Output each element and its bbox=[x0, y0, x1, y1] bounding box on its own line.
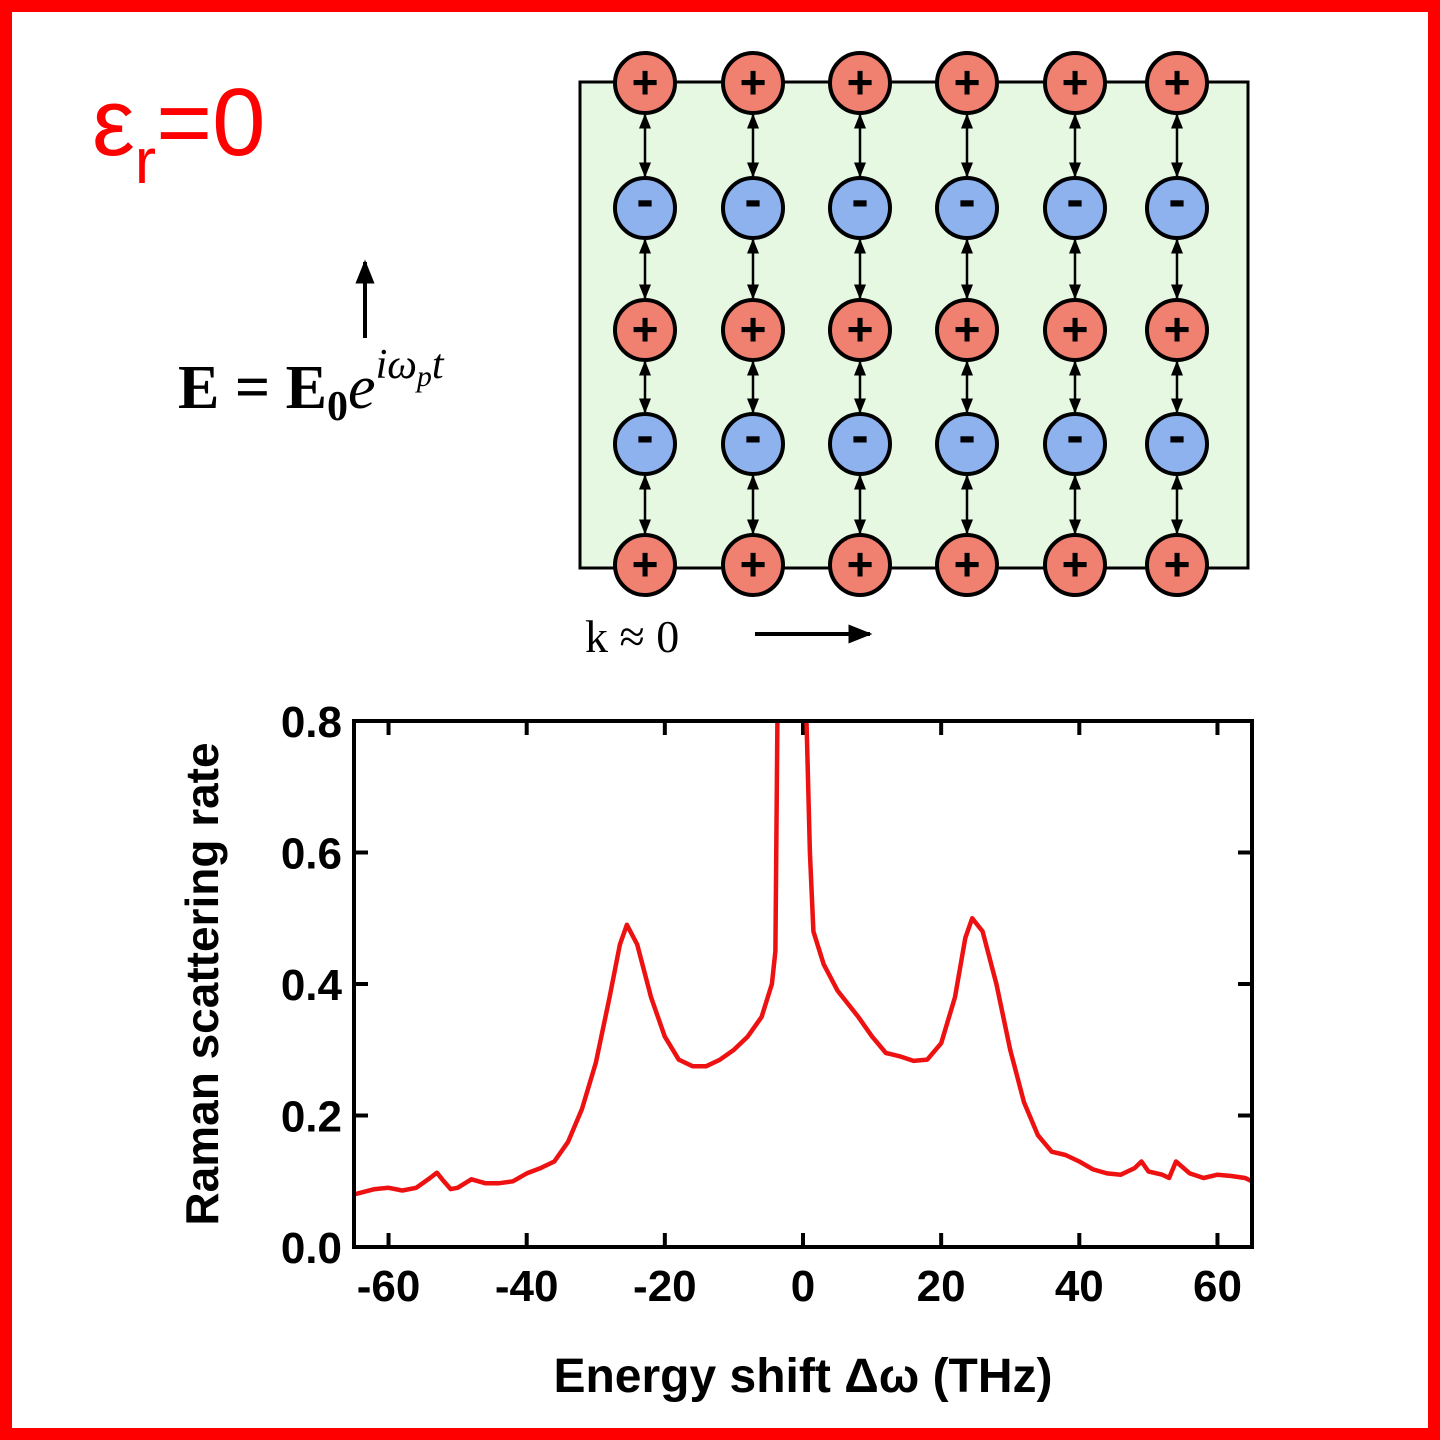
charge-sign: + bbox=[847, 303, 874, 355]
charge-sign: - bbox=[744, 171, 761, 229]
charge-sign: - bbox=[1066, 407, 1083, 465]
charge-sign: + bbox=[1164, 56, 1191, 108]
negative-charge bbox=[1145, 176, 1209, 240]
positive-charge bbox=[828, 533, 892, 597]
positive-charge bbox=[613, 51, 677, 115]
charge-sign: + bbox=[847, 56, 874, 108]
charge-sign: + bbox=[1164, 538, 1191, 590]
charge-sign: - bbox=[851, 171, 868, 229]
positive-charge bbox=[935, 51, 999, 115]
x-tick-label: 60 bbox=[1193, 1262, 1242, 1311]
charge-sign: + bbox=[1062, 538, 1089, 590]
charge-sign: - bbox=[744, 407, 761, 465]
negative-charge bbox=[613, 412, 677, 476]
y-tick-label: 0.2 bbox=[281, 1093, 342, 1142]
charge-sign: - bbox=[1168, 171, 1185, 229]
positive-charge bbox=[613, 298, 677, 362]
charge-sign: + bbox=[1062, 56, 1089, 108]
positive-charge bbox=[828, 298, 892, 362]
positive-charge bbox=[1043, 298, 1107, 362]
charge-sign: + bbox=[1164, 303, 1191, 355]
charges: + - + - + + - + - + + - + - + + - + - + + - + - + + - + - + bbox=[613, 51, 1209, 597]
title-sub: r bbox=[135, 125, 156, 197]
charge-sign: + bbox=[954, 303, 981, 355]
x-tick-label: 40 bbox=[1055, 1262, 1104, 1311]
negative-charge bbox=[1043, 176, 1107, 240]
positive-charge bbox=[613, 533, 677, 597]
x-tick-label: -40 bbox=[495, 1262, 559, 1311]
x-tick-label: -60 bbox=[357, 1262, 421, 1311]
negative-charge bbox=[935, 412, 999, 476]
negative-charge bbox=[828, 412, 892, 476]
x-tick-label: 20 bbox=[917, 1262, 966, 1311]
negative-charge bbox=[721, 176, 785, 240]
field-sup-sub: p bbox=[415, 360, 432, 393]
field-base: E = E bbox=[178, 354, 327, 422]
charge-sign: - bbox=[851, 407, 868, 465]
negative-charge bbox=[1145, 412, 1209, 476]
field-sup: iω bbox=[376, 342, 417, 388]
charge-sign: + bbox=[954, 538, 981, 590]
y-tick-label: 0.8 bbox=[281, 698, 342, 747]
charge-sign: - bbox=[636, 171, 653, 229]
y-tick-label: 0.0 bbox=[281, 1224, 342, 1273]
x-axis-label: Energy shift Δω (THz) bbox=[553, 1350, 1052, 1403]
charge-sign: + bbox=[740, 303, 767, 355]
chart: -60 -40 -20 0 20 40 60 0.0 0.2 0.4 0.6 0.8 Energy sh… bbox=[176, 698, 1254, 1403]
negative-charge bbox=[1043, 412, 1107, 476]
y-tick-label: 0.4 bbox=[281, 961, 343, 1010]
positive-charge bbox=[721, 51, 785, 115]
charge-sign: + bbox=[740, 56, 767, 108]
positive-charge bbox=[828, 51, 892, 115]
charge-sign: + bbox=[632, 303, 659, 355]
positive-charge bbox=[1145, 298, 1209, 362]
charge-sign: - bbox=[1066, 171, 1083, 229]
charge-sign: + bbox=[632, 56, 659, 108]
positive-charge bbox=[1145, 533, 1209, 597]
charge-sign: - bbox=[958, 171, 975, 229]
title-base: ε bbox=[92, 69, 135, 176]
x-tick-label: -20 bbox=[633, 1262, 697, 1311]
negative-charge bbox=[613, 176, 677, 240]
y-axis-label: Raman scattering rate bbox=[176, 742, 228, 1225]
positive-charge bbox=[1043, 533, 1107, 597]
charge-sign: + bbox=[954, 56, 981, 108]
charge-sign: - bbox=[1168, 407, 1185, 465]
negative-charge bbox=[935, 176, 999, 240]
field-exp: e bbox=[348, 354, 376, 422]
field-label: E = E0eiωpt bbox=[178, 342, 445, 430]
y-tick-label: 0.6 bbox=[281, 830, 342, 879]
charge-sign: + bbox=[740, 538, 767, 590]
negative-charge bbox=[828, 176, 892, 240]
plot-frame bbox=[352, 719, 1254, 1249]
charge-sign: + bbox=[632, 538, 659, 590]
title: εr=0 bbox=[92, 69, 266, 197]
title-rest: =0 bbox=[156, 69, 265, 176]
field-sub: 0 bbox=[327, 384, 348, 430]
positive-charge bbox=[721, 533, 785, 597]
slab bbox=[578, 80, 1250, 570]
field-sup-tail: t bbox=[432, 342, 445, 388]
data-line bbox=[353, 720, 1253, 1197]
positive-charge bbox=[1043, 51, 1107, 115]
charge-sign: - bbox=[636, 407, 653, 465]
positive-charge bbox=[935, 533, 999, 597]
positive-charge bbox=[721, 298, 785, 362]
positive-charge bbox=[935, 298, 999, 362]
x-tick-label: 0 bbox=[791, 1262, 815, 1311]
positive-charge bbox=[1145, 51, 1209, 115]
charge-sign: + bbox=[1062, 303, 1089, 355]
charge-sign: - bbox=[958, 407, 975, 465]
charge-sign: + bbox=[847, 538, 874, 590]
wave-label: k ≈ 0 bbox=[585, 611, 679, 662]
negative-charge bbox=[721, 412, 785, 476]
